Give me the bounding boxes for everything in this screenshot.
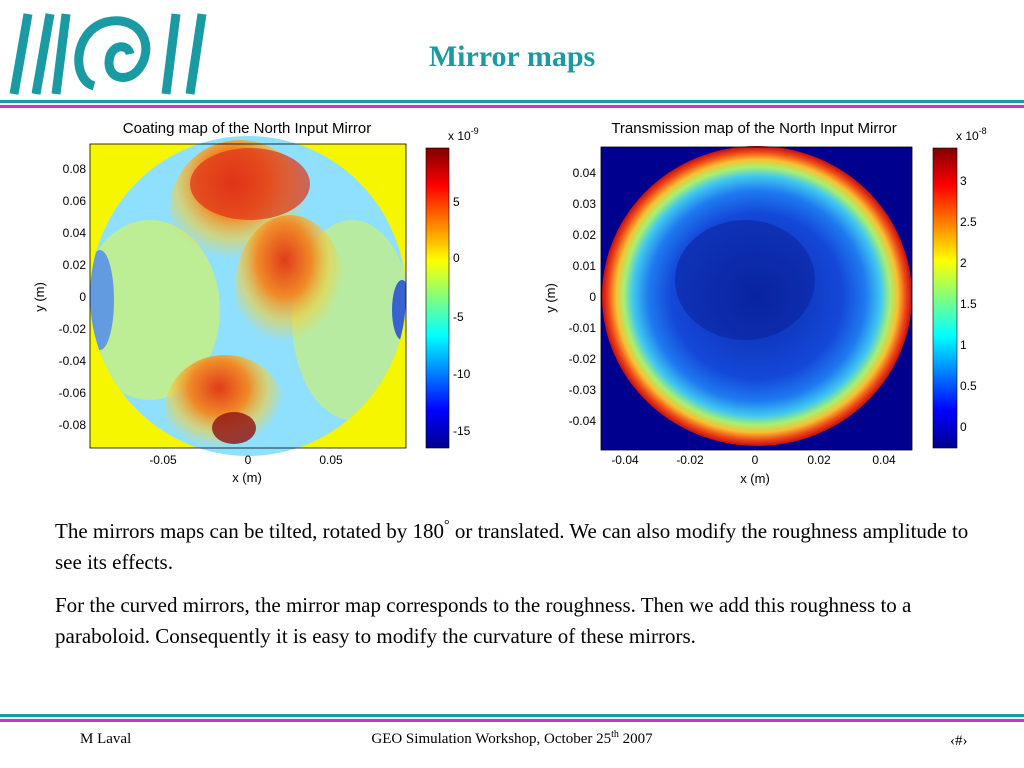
body-paragraph-2: For the curved mirrors, the mirror map c… (55, 593, 912, 648)
plot2-xtick: 0 (752, 453, 759, 467)
plot1-ytick: 0 (79, 290, 86, 304)
plot1-ytick: 0.04 (63, 226, 87, 240)
plot1-colorbar-tick: -5 (453, 310, 464, 324)
plot2-ylabel: y (m) (543, 283, 558, 313)
plot2-title: Transmission map of the North Input Mirr… (611, 120, 896, 137)
plot2-ytick: 0 (589, 290, 596, 304)
plot2-ytick: 0.04 (573, 166, 597, 180)
plot2-xtick: 0.04 (872, 453, 896, 467)
plot2-colorbar-tick: 2.5 (960, 215, 977, 229)
plot2-colorbar-tick: 0.5 (960, 379, 977, 393)
plot1-colorbar-tick: -15 (453, 424, 471, 438)
plot2-colorbar-tick: 2 (960, 256, 967, 270)
footer-event: GEO Simulation Workshop, October 25th 20… (371, 729, 653, 747)
plot2-colorbar-tick: 1 (960, 338, 967, 352)
plot1-ytick: -0.04 (59, 354, 87, 368)
plot2-colorbar-tick: 3 (960, 174, 967, 188)
plot1-colorbar-tick: -10 (453, 367, 471, 381)
plot2-ytick: -0.03 (569, 383, 597, 397)
plot2-ytick: 0.02 (573, 228, 597, 242)
mirror-maps-figure: Coating map of the North Input Mirror 0.… (32, 120, 987, 486)
plot1-ytick: 0.08 (63, 162, 87, 176)
plot2-ytick: 0.03 (573, 197, 597, 211)
footer-author: M Laval (80, 731, 132, 747)
plot1-xlabel: x (m) (232, 470, 262, 485)
body-paragraph-1: The mirrors maps can be tilted, rotated … (55, 518, 969, 574)
plot1-colorbar-tick: 0 (453, 251, 460, 265)
plot2-xlabel: x (m) (740, 471, 770, 486)
plot1-ytick: 0.02 (63, 258, 87, 272)
plot1-coating-map (90, 136, 406, 456)
plot2-xtick: -0.04 (611, 453, 639, 467)
plot1-colorbar-exponent: x 10-9 (448, 126, 479, 143)
plot1-ylabel: y (m) (32, 282, 47, 312)
top-rule-teal (0, 100, 1024, 103)
plot2-center-region (675, 220, 815, 340)
plot1-ytick: 0.06 (63, 194, 87, 208)
plot1-xtick: 0 (245, 453, 252, 467)
plot1-ytick: -0.08 (59, 418, 87, 432)
slide-title: Mirror maps (428, 40, 596, 73)
plot2-ytick: 0.01 (573, 259, 597, 273)
plot1-ytick: -0.02 (59, 322, 87, 336)
plot1-colorbar (425, 147, 450, 449)
plot1-ytick: -0.06 (59, 386, 87, 400)
plot2-colorbar-tick: 0 (960, 420, 967, 434)
plot1-xtick: -0.05 (149, 453, 177, 467)
plot1-xtick: 0.05 (319, 453, 343, 467)
bottom-rule-teal (0, 714, 1024, 717)
plot2-xtick: 0.02 (807, 453, 831, 467)
plot2-ytick: -0.01 (569, 321, 597, 335)
plot2-xtick: -0.02 (676, 453, 704, 467)
plot2-colorbar (932, 147, 958, 449)
plot2-colorbar-exponent: x 10-8 (956, 126, 987, 143)
bottom-rule-magenta (0, 719, 1024, 722)
footer-page-number: ‹#› (950, 733, 968, 749)
plot2-ytick: -0.04 (569, 414, 597, 428)
virgo-logo-icon (9, 13, 207, 95)
plot2-colorbar-tick: 1.5 (960, 297, 977, 311)
top-rule-magenta (0, 105, 1024, 108)
plot1-title: Coating map of the North Input Mirror (123, 120, 371, 137)
plot2-ytick: -0.02 (569, 352, 597, 366)
plot1-colorbar-tick: 5 (453, 195, 460, 209)
